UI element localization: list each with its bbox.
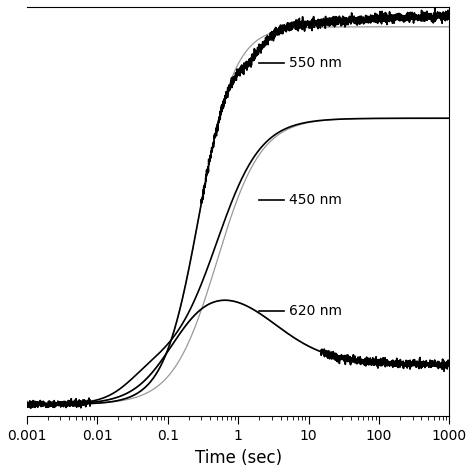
X-axis label: Time (sec): Time (sec) xyxy=(194,449,282,467)
Text: 450 nm: 450 nm xyxy=(289,193,342,207)
Text: 620 nm: 620 nm xyxy=(289,304,342,318)
Text: 550 nm: 550 nm xyxy=(289,55,342,70)
